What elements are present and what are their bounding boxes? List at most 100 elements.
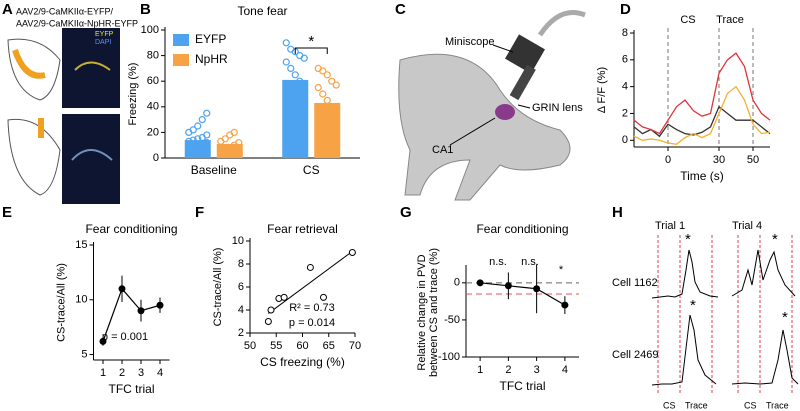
data-point — [296, 115, 304, 124]
stain-label: DAPI — [95, 39, 111, 46]
data-point — [328, 103, 336, 111]
data-point — [156, 301, 164, 309]
chart-title: Fear retrieval — [267, 222, 338, 236]
panel-label: D — [620, 1, 631, 18]
x-tick-label: 70 — [349, 340, 361, 352]
data-point — [300, 83, 308, 92]
label: CA1 — [432, 144, 453, 156]
data-point — [561, 301, 569, 309]
y-axis-label: Δ F/F (%) — [596, 67, 608, 113]
y-tick-label: 4 — [238, 304, 244, 316]
star: * — [690, 297, 696, 314]
x-tick-label: CS — [303, 163, 320, 177]
annotation: R² = 0.73 — [289, 302, 335, 314]
data-point — [476, 279, 484, 287]
x-axis-label: TFC trial — [500, 379, 546, 393]
trace — [731, 329, 799, 385]
series-line — [633, 85, 771, 146]
data-point — [203, 109, 211, 117]
data-point — [504, 282, 512, 290]
x-tick-label: 4 — [157, 367, 163, 379]
data-point — [300, 119, 308, 128]
data-point — [189, 136, 197, 144]
x-tick-label: 4 — [562, 364, 568, 376]
data-point — [282, 58, 290, 66]
data-point — [194, 135, 202, 143]
data-point — [533, 285, 541, 293]
cable — [537, 10, 586, 37]
data-point — [291, 71, 299, 79]
annotation: * — [559, 264, 564, 276]
x-tick-label: 2 — [119, 367, 125, 379]
chart-title: Fear conditioning — [476, 222, 568, 236]
label: Miniscope — [445, 36, 495, 48]
data-point — [323, 96, 331, 105]
data-point — [319, 67, 327, 75]
annotation: CS — [680, 14, 695, 26]
x-tick-label: 55 — [270, 340, 282, 352]
data-point — [264, 318, 272, 325]
data-point — [198, 115, 206, 124]
y-tick-label: 15 — [75, 239, 87, 251]
x-tick-label: Baseline — [191, 163, 237, 177]
miniscope — [505, 34, 545, 74]
label: CS — [744, 400, 757, 410]
legend-label: EYFP — [195, 32, 226, 46]
data-point — [203, 131, 211, 139]
y-axis-label: between CS and trace (%) — [428, 248, 440, 377]
y-tick-label: 20 — [147, 126, 159, 138]
y-tick-label: 0 — [153, 152, 159, 164]
data-point — [332, 115, 340, 124]
x-tick-label: 3 — [138, 367, 144, 379]
miniscope-body — [509, 64, 536, 101]
label: Trace — [685, 400, 708, 410]
data-point — [314, 83, 322, 92]
data-point — [185, 137, 193, 145]
annotation: * — [308, 33, 314, 50]
y-axis-label: CS-trace/All (%) — [55, 263, 67, 342]
data-point — [320, 293, 327, 301]
series-line — [633, 52, 771, 135]
y-tick-label: 8 — [622, 27, 628, 39]
star: * — [772, 231, 778, 248]
y-axis-label: CS-trace/All (%) — [212, 248, 224, 327]
y-tick-label: 6 — [622, 54, 628, 66]
star: * — [782, 309, 788, 326]
bar — [282, 79, 309, 158]
data-point — [280, 293, 288, 301]
data-point — [319, 90, 327, 98]
event-lines — [657, 235, 793, 395]
x-tick-label: 0 — [665, 154, 671, 166]
x-tick-label: 50 — [747, 154, 759, 166]
y-tick-label: 5 — [81, 348, 87, 360]
x-axis-label: TFC trial — [109, 382, 155, 396]
data-point — [194, 122, 202, 130]
trace — [651, 249, 719, 299]
panel-c: Miniscope GRIN lens CA1 — [398, 10, 586, 201]
fit-line — [268, 250, 353, 314]
y-tick-label: 0 — [454, 277, 460, 289]
panel-label: A — [2, 1, 13, 18]
virus-label: AAV2/9-CaMKIIα-NpHR-EYFP — [16, 18, 138, 28]
series-line — [480, 282, 566, 306]
significance-bracket — [294, 47, 328, 54]
annotation: p = 0.014 — [289, 317, 335, 329]
panel-a: AAV2/9-CaMKIIα-EYFP/ AAV2/9-CaMKIIα-NpHR… — [7, 6, 138, 204]
y-tick-label: 80 — [147, 50, 159, 62]
eye — [495, 104, 515, 120]
panel-h: Trial 1 Trial 4 Cell 1162 Cell 2469 CS T… — [612, 220, 799, 410]
pointer — [492, 44, 514, 53]
y-axis-label: Relative change in PVD — [416, 254, 428, 370]
data-point — [323, 135, 331, 143]
pointer — [517, 104, 531, 109]
y-tick-label: -100 — [438, 351, 460, 363]
y-tick-label: 60 — [147, 75, 159, 87]
x-tick-label: 65 — [323, 340, 335, 352]
data-point — [99, 337, 107, 345]
data-point — [189, 126, 197, 134]
data-point — [300, 54, 308, 62]
data-point — [118, 285, 126, 293]
injection-site — [38, 118, 44, 138]
data-point — [287, 64, 295, 73]
fluorescence — [74, 61, 111, 71]
